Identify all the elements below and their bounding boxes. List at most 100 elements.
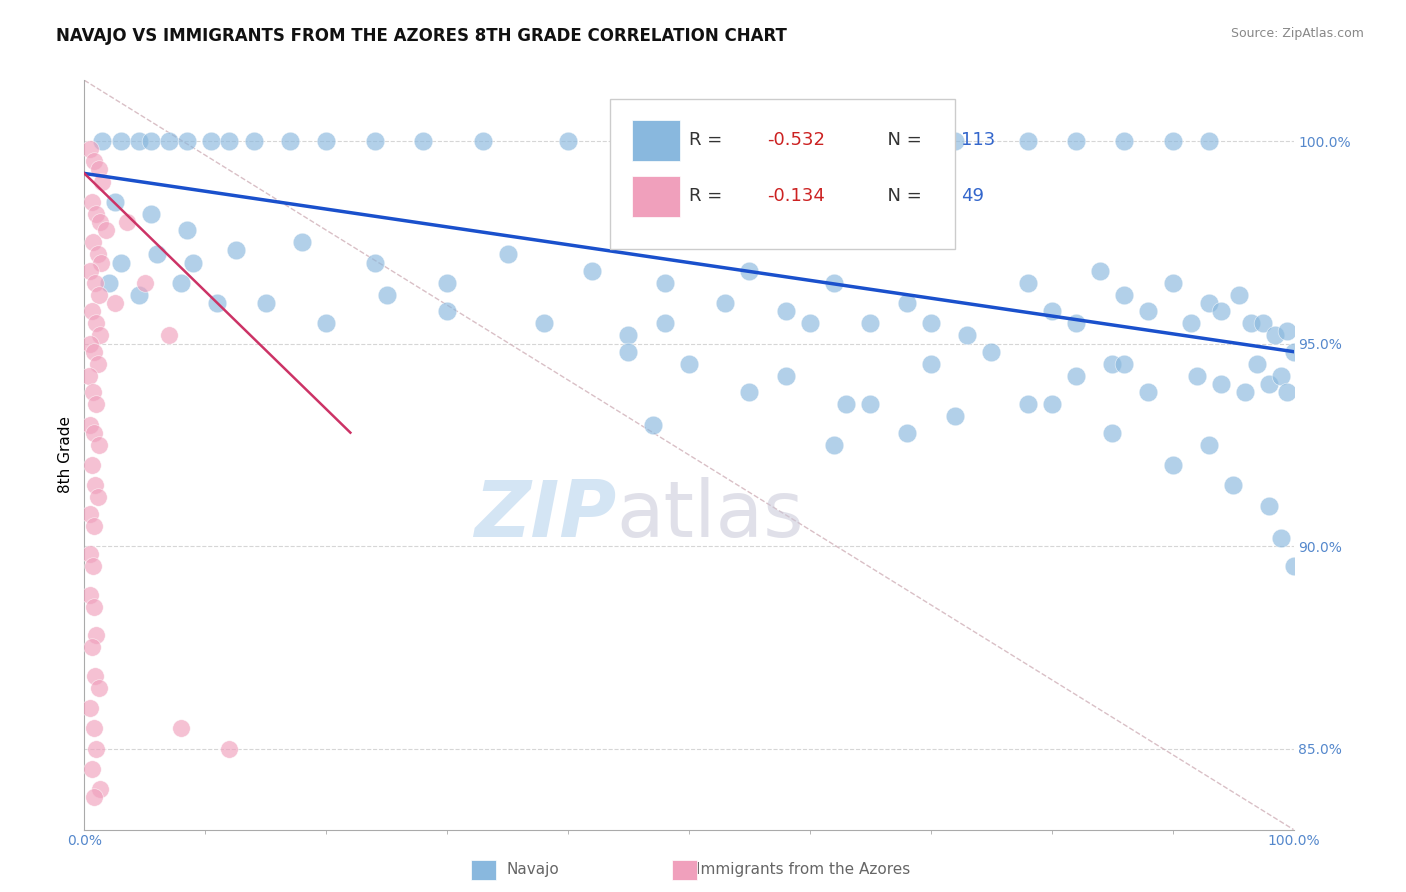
Point (775, 134, 797, 148)
Point (799, 316, 821, 330)
Point (617, 344, 640, 359)
Point (1040, 397, 1063, 411)
Point (97, 276, 120, 290)
FancyBboxPatch shape (633, 176, 681, 217)
Point (128, 134, 150, 148)
Point (83, 344, 105, 359)
Point (641, 417, 664, 432)
Text: -0.134: -0.134 (768, 187, 825, 205)
Point (86, 491, 108, 505)
Point (79, 142, 101, 156)
Point (1270, 368, 1292, 383)
Point (1198, 438, 1220, 452)
Point (134, 276, 156, 290)
Point (80, 458, 103, 472)
Point (472, 134, 495, 148)
Point (1161, 276, 1184, 290)
Text: ZIP: ZIP (474, 477, 616, 553)
Point (80, 640, 103, 655)
Point (835, 397, 858, 411)
Point (496, 247, 519, 261)
Point (1227, 288, 1250, 302)
Point (79, 547, 101, 561)
Point (80, 304, 103, 318)
Point (82, 385, 104, 400)
Point (87, 438, 110, 452)
Text: 49: 49 (962, 187, 984, 205)
Point (110, 134, 132, 148)
Point (943, 134, 966, 148)
Point (83, 790, 105, 805)
Point (157, 328, 180, 343)
Point (79, 336, 101, 351)
Point (84, 668, 107, 682)
Point (436, 304, 458, 318)
Text: Immigrants from the Azores: Immigrants from the Azores (696, 863, 910, 877)
Point (207, 296, 229, 310)
Point (89, 215, 111, 229)
Point (896, 425, 918, 440)
Point (291, 235, 314, 250)
Point (1101, 425, 1123, 440)
Point (91, 175, 114, 189)
Point (617, 328, 640, 343)
Point (242, 134, 264, 148)
Point (80, 762, 103, 776)
Point (254, 296, 277, 310)
Point (1017, 397, 1039, 411)
Point (1253, 316, 1275, 330)
Point (1040, 304, 1063, 318)
Point (104, 296, 127, 310)
FancyBboxPatch shape (610, 99, 955, 249)
Point (79, 507, 101, 521)
Point (738, 385, 761, 400)
Point (859, 397, 882, 411)
Point (83, 154, 105, 169)
Point (896, 296, 918, 310)
Point (146, 247, 169, 261)
Text: atlas: atlas (616, 477, 804, 553)
Point (77, 368, 100, 383)
Point (139, 134, 162, 148)
Text: R =: R = (689, 187, 728, 205)
Point (86, 207, 108, 221)
Point (1277, 385, 1299, 400)
Point (956, 328, 979, 343)
Point (1282, 559, 1305, 574)
Point (79, 263, 101, 277)
Text: 113: 113 (962, 131, 995, 149)
Point (1198, 296, 1220, 310)
Point (823, 276, 845, 290)
Point (823, 438, 845, 452)
Point (678, 134, 700, 148)
Point (1277, 325, 1299, 339)
Point (86, 316, 108, 330)
Point (1185, 368, 1208, 383)
Point (90, 255, 112, 269)
Point (920, 357, 942, 371)
Point (1064, 316, 1087, 330)
Point (533, 316, 555, 330)
Point (1017, 276, 1039, 290)
Point (1137, 385, 1160, 400)
Text: Source: ZipAtlas.com: Source: ZipAtlas.com (1230, 27, 1364, 40)
Point (1161, 134, 1184, 148)
Point (83, 721, 105, 735)
Point (83, 425, 105, 440)
Point (86, 357, 108, 371)
Point (775, 368, 797, 383)
Point (218, 134, 240, 148)
Point (200, 134, 222, 148)
Point (1240, 316, 1263, 330)
Point (920, 316, 942, 330)
Point (1064, 368, 1087, 383)
Point (87, 288, 110, 302)
Point (1088, 263, 1111, 277)
Point (980, 344, 1002, 359)
Text: Navajo: Navajo (506, 863, 560, 877)
Point (1101, 357, 1123, 371)
Point (1246, 357, 1268, 371)
Point (412, 134, 434, 148)
Point (1258, 499, 1281, 513)
Point (94, 223, 117, 237)
